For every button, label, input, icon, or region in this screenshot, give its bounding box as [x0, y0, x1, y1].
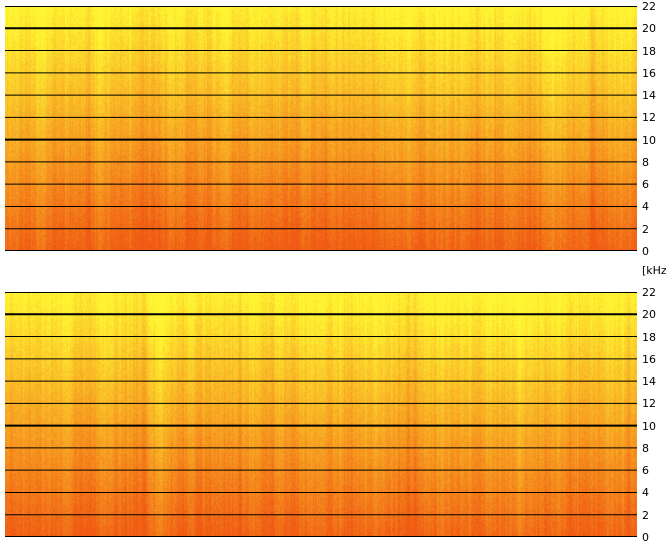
- y-tick-label-14: 14: [642, 89, 656, 103]
- spectrogram-bottom-grid: [5, 292, 637, 537]
- y-tick-label-10: 10: [642, 133, 656, 147]
- y-tick-label-12: 12: [642, 111, 656, 125]
- y-tick-label-18: 18: [642, 330, 656, 344]
- y-tick-label-10: 10: [642, 419, 656, 433]
- y-tick-label-12: 12: [642, 397, 656, 411]
- y-tick-label-22: 22: [642, 286, 656, 299]
- spectrogram-bottom-image: [5, 292, 637, 537]
- y-tick-label-0: 0: [642, 531, 649, 544]
- y-tick-label-16: 16: [642, 66, 656, 80]
- spectrogram-top-image: [5, 6, 637, 251]
- spectrogram-top: [5, 6, 637, 251]
- frequency-unit-label: [kHz]: [642, 264, 666, 277]
- y-tick-label-8: 8: [642, 441, 649, 455]
- spectrogram-top-grid: [5, 6, 637, 251]
- y-tick-label-6: 6: [642, 178, 649, 192]
- y-tick-label-20: 20: [642, 22, 656, 36]
- y-tick-label-2: 2: [642, 508, 649, 522]
- y-tick-label-2: 2: [642, 222, 649, 236]
- y-tick-label-20: 20: [642, 308, 656, 322]
- y-tick-label-14: 14: [642, 375, 656, 389]
- y-tick-label-22: 22: [642, 0, 656, 13]
- y-tick-label-0: 0: [642, 245, 649, 258]
- y-tick-label-8: 8: [642, 155, 649, 169]
- y-tick-label-6: 6: [642, 464, 649, 478]
- y-tick-label-18: 18: [642, 44, 656, 58]
- y-tick-label-4: 4: [642, 486, 649, 500]
- spectrogram-bottom: [5, 292, 637, 537]
- y-tick-label-4: 4: [642, 200, 649, 214]
- y-tick-label-16: 16: [642, 352, 656, 366]
